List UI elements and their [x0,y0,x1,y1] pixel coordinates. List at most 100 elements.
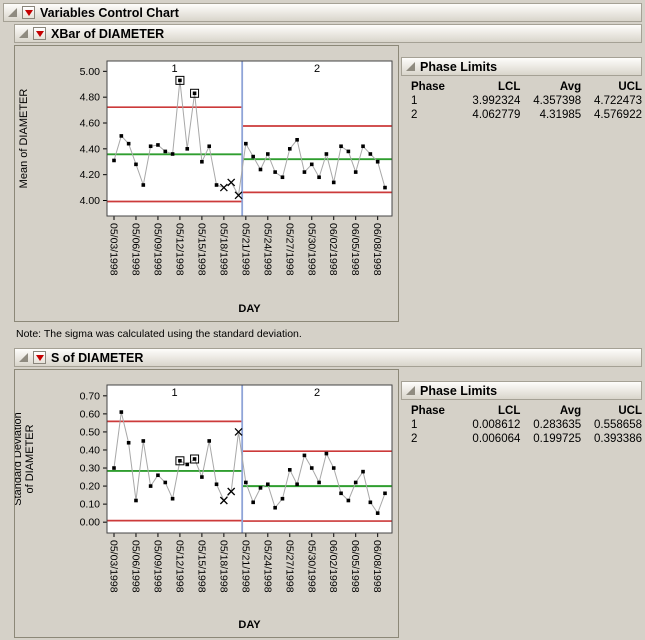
column-header-ucl: UCL [618,405,642,417]
table-header-row: Phase LCL Avg UCL [411,404,642,418]
xbar-phase-limits-panel: Phase Limits Phase LCL Avg UCL 1 [401,57,642,122]
svg-text:05/15/1998: 05/15/1998 [195,540,207,593]
red-triangle-menu-icon[interactable] [33,27,46,40]
svg-text:05/06/1998: 05/06/1998 [129,540,141,593]
cell-phase: 2 [411,433,418,445]
s-control-chart[interactable]: 0.00 0.10 0.20 0.30 0.40 0.50 0.60 0.70 Standard… [12,370,398,637]
xbar-phase-limits-table: Phase LCL Avg UCL 1 3.992324 4.357398 4.… [411,80,642,122]
table-row: 1 3.992324 4.357398 4.722473 [411,94,642,108]
svg-text:0.00: 0.00 [80,517,101,529]
disclosure-triangle-icon[interactable] [19,353,28,362]
svg-text:1: 1 [172,387,178,399]
svg-text:06/08/1998: 06/08/1998 [371,223,383,276]
cell-ucl: 4.722473 [594,95,642,107]
cell-avg: 4.357398 [533,95,582,107]
svg-text:of DIAMETER: of DIAMETER [24,424,36,493]
svg-text:06/02/1998: 06/02/1998 [327,223,339,276]
svg-text:05/27/1998: 05/27/1998 [283,223,295,276]
svg-text:Standard Deviation: Standard Deviation [15,412,24,506]
outline-title-phase-limits: Phase Limits [420,383,498,398]
table-header-row: Phase LCL Avg UCL [411,80,642,94]
outline-title-xbar-of-diameter: XBar of DIAMETER [51,26,165,41]
cell-lcl: 3.992324 [472,95,521,107]
sigma-note: Note: The sigma was calculated using the… [16,328,302,340]
svg-text:05/06/1998: 05/06/1998 [129,223,141,276]
column-header-ucl: UCL [618,81,642,93]
svg-text:4.80: 4.80 [80,92,101,104]
svg-text:Mean of DIAMETER: Mean of DIAMETER [18,89,30,189]
cell-ucl: 0.393386 [594,433,642,445]
column-header-lcl: LCL [498,405,521,417]
svg-text:05/24/1998: 05/24/1998 [261,223,273,276]
svg-text:06/02/1998: 06/02/1998 [327,540,339,593]
red-triangle-menu-icon[interactable] [33,351,46,364]
svg-text:5.00: 5.00 [80,66,101,78]
svg-text:05/18/1998: 05/18/1998 [217,540,229,593]
svg-text:05/09/1998: 05/09/1998 [151,223,163,276]
outline-title-phase-limits: Phase Limits [420,59,498,74]
cell-phase: 2 [411,109,418,121]
svg-text:4.60: 4.60 [80,118,101,130]
xbar-control-chart[interactable]: 4.00 4.20 4.40 4.60 4.80 5.00 Mean of DIAMETER… [15,46,398,321]
s-content-row: 0.00 0.10 0.20 0.30 0.40 0.50 0.60 0.70 Standard… [12,369,642,638]
svg-text:05/30/1998: 05/30/1998 [305,223,317,276]
cell-phase: 1 [411,95,418,107]
svg-text:0.60: 0.60 [80,408,101,420]
outline-node-xbar-of-diameter[interactable]: XBar of DIAMETER [14,24,642,43]
outline-title-variables-control-chart: Variables Control Chart [40,5,179,20]
svg-text:4.20: 4.20 [80,169,101,181]
column-header-avg: Avg [559,405,582,417]
xbar-content-row: 4.00 4.20 4.40 4.60 4.80 5.00 Mean of DIAMETER… [14,45,642,322]
svg-text:05/15/1998: 05/15/1998 [195,223,207,276]
red-triangle-glyph [35,354,44,361]
column-header-lcl: LCL [498,81,521,93]
cell-avg: 0.283635 [533,419,582,431]
svg-text:05/03/1998: 05/03/1998 [108,540,120,593]
svg-text:4.40: 4.40 [80,143,101,155]
svg-text:2: 2 [314,387,320,399]
svg-text:05/12/1998: 05/12/1998 [173,540,185,593]
disclosure-triangle-icon[interactable] [8,8,17,17]
svg-text:4.00: 4.00 [80,195,101,207]
table-row: 2 0.006064 0.199725 0.393386 [411,432,642,446]
disclosure-triangle-icon[interactable] [19,29,28,38]
table-row: 2 4.062779 4.31985 4.576922 [411,108,642,122]
svg-text:05/24/1998: 05/24/1998 [261,540,273,593]
cell-avg: 0.199725 [533,433,582,445]
outline-node-phase-limits[interactable]: Phase Limits [401,57,642,76]
table-row: 1 0.008612 0.283635 0.558658 [411,418,642,432]
column-header-phase: Phase [411,81,445,93]
cell-lcl: 0.006064 [472,433,521,445]
outline-node-phase-limits[interactable]: Phase Limits [401,381,642,400]
xbar-graph-frame: 4.00 4.20 4.40 4.60 4.80 5.00 Mean of DIAMETER… [14,45,399,322]
svg-text:05/03/1998: 05/03/1998 [108,223,120,276]
outline-node-variables-control-chart[interactable]: Variables Control Chart [3,3,642,22]
disclosure-triangle-icon[interactable] [406,386,415,395]
svg-text:06/05/1998: 06/05/1998 [349,223,361,276]
svg-text:05/30/1998: 05/30/1998 [305,540,317,593]
cell-ucl: 4.576922 [594,109,642,121]
cell-lcl: 4.062779 [472,109,521,121]
cell-avg: 4.31985 [539,109,582,121]
svg-text:DAY: DAY [238,303,261,315]
svg-text:06/05/1998: 06/05/1998 [349,540,361,593]
s-phase-limits-table: Phase LCL Avg UCL 1 0.008612 0.283635 0.… [411,404,642,446]
cell-phase: 1 [411,419,418,431]
column-header-phase: Phase [411,405,445,417]
svg-text:05/09/1998: 05/09/1998 [151,540,163,593]
svg-text:0.40: 0.40 [80,444,101,456]
outline-node-s-of-diameter[interactable]: S of DIAMETER [14,348,642,367]
svg-text:0.70: 0.70 [80,390,101,402]
report-window: Variables Control Chart XBar of DIAMETER… [3,3,642,638]
svg-text:05/18/1998: 05/18/1998 [217,223,229,276]
cell-lcl: 0.008612 [472,419,521,431]
disclosure-triangle-icon[interactable] [406,62,415,71]
column-header-avg: Avg [559,81,582,93]
red-triangle-menu-icon[interactable] [22,6,35,19]
svg-text:06/08/1998: 06/08/1998 [371,540,383,593]
s-graph-frame: 0.00 0.10 0.20 0.30 0.40 0.50 0.60 0.70 Standard… [12,369,399,638]
svg-text:2: 2 [314,63,320,75]
svg-text:05/27/1998: 05/27/1998 [283,540,295,593]
s-phase-limits-panel: Phase Limits Phase LCL Avg UCL 1 [401,381,642,446]
red-triangle-glyph [35,30,44,37]
